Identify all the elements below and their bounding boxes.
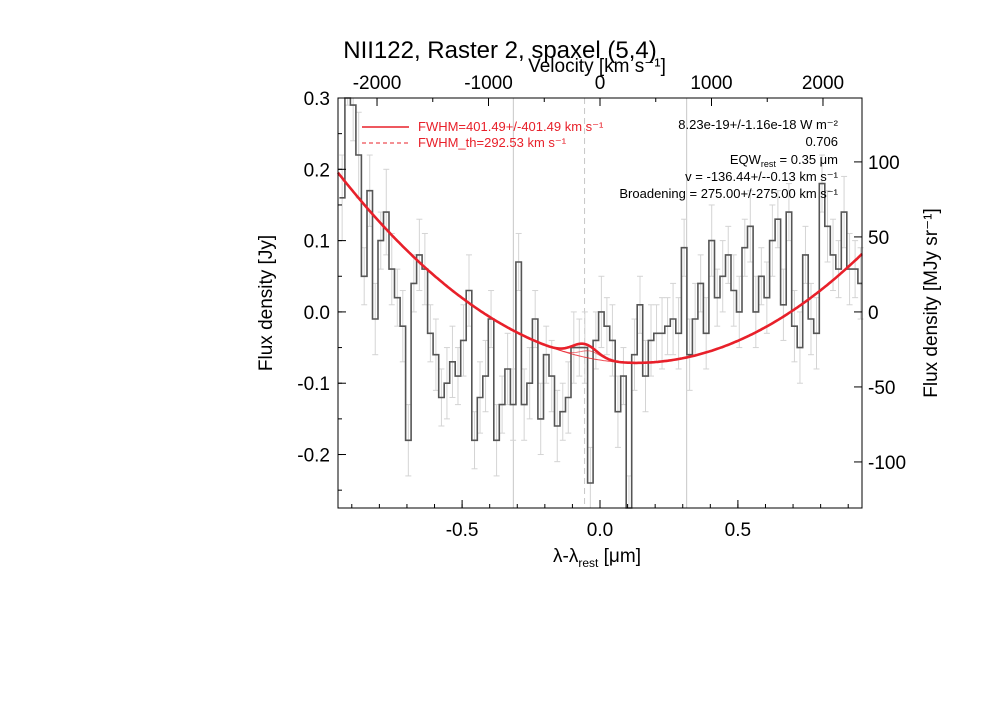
y-tick-label: 0.2 — [304, 160, 330, 181]
annotation-ratio: 0.706 — [805, 134, 838, 149]
data-layer — [339, 97, 864, 509]
x2-tick-label: -2000 — [353, 73, 402, 94]
y-tick-label: -0.2 — [297, 446, 330, 467]
annotation-flux: 8.23e-19+/-1.16e-18 W m⁻² — [678, 117, 838, 132]
legend-fwhm-th-label: FWHM_th=292.53 km s⁻¹ — [418, 135, 567, 150]
total-fit-line — [336, 171, 863, 365]
y2-tick-label: 50 — [868, 228, 889, 249]
top-axis-label: Velocity [km s⁻¹] — [528, 56, 666, 77]
x2-tick-label: 0 — [595, 73, 606, 94]
y2-axis-label: Flux density [MJy sr⁻¹] — [921, 208, 942, 398]
x2-tick-label: -1000 — [464, 73, 513, 94]
y2-tick-label: 100 — [868, 153, 900, 174]
x2-tick-label: 1000 — [690, 73, 732, 94]
x-axis-label: λ-λrest [μm] — [553, 546, 641, 570]
y-tick-label: 0.3 — [304, 89, 330, 110]
annotation-eqw: EQWrest = 0.35 μm — [730, 152, 838, 169]
y2-tick-label: -50 — [868, 378, 895, 399]
chart-title: NII122, Raster 2, spaxel (5,4) — [343, 37, 656, 64]
y-axis-label: Flux density [Jy] — [256, 235, 277, 371]
y-tick-label: 0.0 — [304, 303, 330, 324]
grid-layer — [512, 98, 688, 508]
x-tick-label: -0.5 — [446, 520, 479, 541]
y-tick-label: 0.1 — [304, 232, 330, 253]
annotation-velocity: v = -136.44+/--0.13 km s⁻¹ — [685, 169, 838, 184]
annotation-broadening: Broadening = 275.00+/-275.00 km s⁻¹ — [619, 186, 838, 201]
y2-tick-label: -100 — [868, 453, 906, 474]
y-tick-label: -0.1 — [297, 374, 330, 395]
fit-layer — [336, 171, 863, 365]
axes-layer: 0.3 0.2 0.1 0.0 -0.1 -0.2 100 50 0 -50 -100 -0.5 0.0… — [297, 73, 906, 541]
y2-tick-label: 0 — [868, 303, 879, 324]
x2-tick-label: 2000 — [802, 73, 844, 94]
x-tick-label: 0.0 — [587, 520, 613, 541]
x-tick-label: 0.5 — [725, 520, 751, 541]
legend-fit-label: FWHM=401.49+/-401.49 km s⁻¹ — [418, 119, 604, 134]
